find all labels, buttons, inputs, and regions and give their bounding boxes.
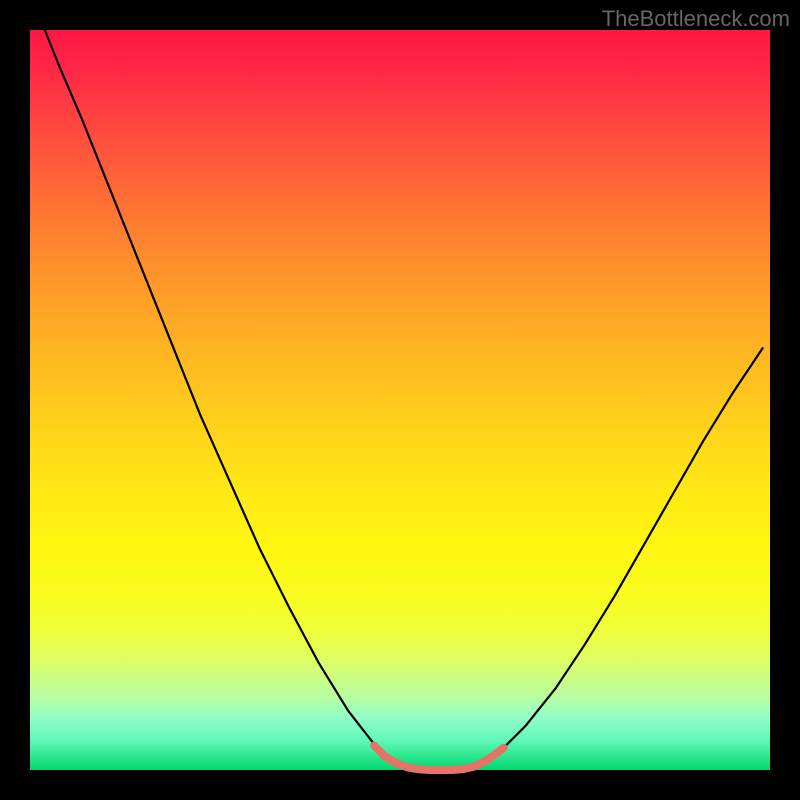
chart-svg — [0, 0, 800, 800]
watermark-text: TheBottleneck.com — [602, 6, 790, 32]
bottleneck-chart: TheBottleneck.com — [0, 0, 800, 800]
